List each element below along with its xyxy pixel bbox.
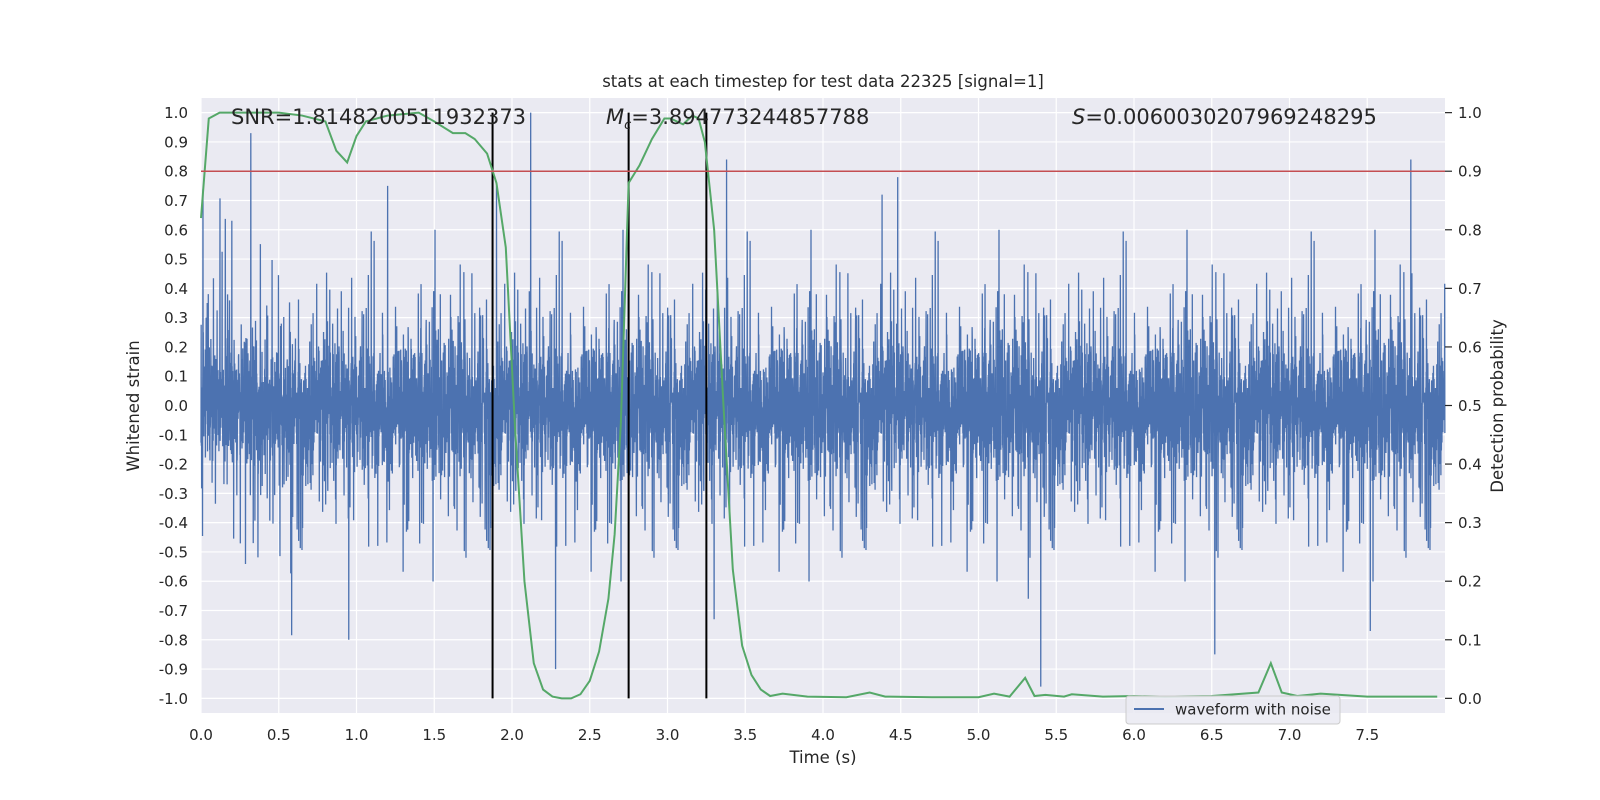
y-right-tick-label: 0.9: [1458, 163, 1482, 181]
snr-annotation: SNR=1.8148200511932373: [231, 105, 526, 129]
y-left-tick-label: -0.8: [159, 631, 188, 649]
probability-line: [200, 111, 1438, 700]
s-annotation: S=0.0060030207969248295: [1072, 105, 1377, 129]
x-tick-label: 2.0: [500, 726, 524, 744]
y-right-tick-label: 0.6: [1458, 338, 1482, 356]
y-left-tick-label: 0.0: [164, 397, 188, 415]
y-left-tick-label: -0.5: [159, 543, 188, 561]
x-tick-label: 4.0: [811, 726, 835, 744]
x-tick-label: 5.5: [1044, 726, 1068, 744]
x-tick-label: 4.5: [889, 726, 913, 744]
chirp-mass-value: =3.894773244857788: [631, 105, 869, 129]
y-left-tick-label: -0.2: [159, 456, 188, 474]
y-left-tick-label: 0.7: [164, 192, 188, 210]
y-left-tick-label: 0.8: [164, 163, 188, 181]
x-tick-label: 1.0: [345, 726, 369, 744]
y-left-tick-label: 0.4: [164, 280, 188, 298]
x-tick-label: 1.5: [422, 726, 446, 744]
y-left-tick-label: -1.0: [159, 690, 188, 708]
y-left-tick-label: 0.3: [164, 309, 188, 327]
y-axis-label-left: Whitened strain: [124, 340, 143, 471]
x-tick-label: 7.5: [1355, 726, 1379, 744]
y-right-tick-label: 0.1: [1458, 631, 1482, 649]
y-right-tick-label: 0.4: [1458, 456, 1482, 474]
y-left-tick-label: -0.3: [159, 485, 188, 503]
chirp-mass-annotation: Mc=3.894773244857788: [606, 105, 869, 133]
chirp-mass-symbol: M: [606, 105, 624, 129]
x-tick-label: 7.0: [1278, 726, 1302, 744]
y-left-tick-label: -0.6: [159, 573, 188, 591]
x-axis-label: Time (s): [788, 748, 856, 767]
y-left-tick-label: -0.9: [159, 661, 188, 679]
s-value: =0.0060030207969248295: [1085, 105, 1377, 129]
s-symbol: S: [1072, 105, 1085, 129]
x-tick-label: 6.0: [1122, 726, 1146, 744]
y-right-tick-label: 0.5: [1458, 397, 1482, 415]
x-tick-label: 3.0: [656, 726, 680, 744]
chart-title: stats at each timestep for test data 223…: [602, 72, 1044, 91]
x-tick-label: 5.0: [967, 726, 991, 744]
y-right-tick-label: 0.7: [1458, 280, 1482, 298]
waveform-line: [200, 112, 1446, 687]
axis-ticks: 0.0 0.5 1.0 1.5 2.0 2.5 3.0 3.5 4.0 4.5 5.0 5.5 6.0 6…: [159, 104, 1482, 744]
y-right-tick-label: 0.3: [1458, 514, 1482, 532]
y-right-tick-label: 1.0: [1458, 104, 1482, 122]
legend: waveform with noise: [1125, 695, 1341, 725]
y-left-tick-label: 0.1: [164, 368, 188, 386]
x-tick-label: 0.5: [267, 726, 291, 744]
y-left-tick-label: -0.4: [159, 514, 188, 532]
y-right-tick-label: 0.0: [1458, 690, 1482, 708]
x-tick-label: 2.5: [578, 726, 602, 744]
y-left-tick-label: 0.5: [164, 251, 188, 269]
chirp-mass-subscript: c: [624, 118, 631, 133]
y-right-tick-label: 0.8: [1458, 221, 1482, 239]
y-left-tick-label: 0.2: [164, 338, 188, 356]
legend-box: [1125, 695, 1341, 725]
x-tick-label: 0.0: [189, 726, 213, 744]
legend-label-waveform: waveform with noise: [1175, 701, 1331, 719]
y-axis-label-right: Detection probability: [1488, 319, 1507, 493]
y-right-tick-label: 0.2: [1458, 573, 1482, 591]
x-tick-label: 6.5: [1200, 726, 1224, 744]
y-left-tick-label: 1.0: [164, 104, 188, 122]
y-left-tick-label: -0.1: [159, 426, 188, 444]
y-left-tick-label: 0.6: [164, 221, 188, 239]
y-left-tick-label: -0.7: [159, 602, 188, 620]
waveform-series: [200, 112, 1446, 687]
x-tick-label: 3.5: [733, 726, 757, 744]
y-left-tick-label: 0.9: [164, 133, 188, 151]
probability-series: [200, 111, 1438, 700]
